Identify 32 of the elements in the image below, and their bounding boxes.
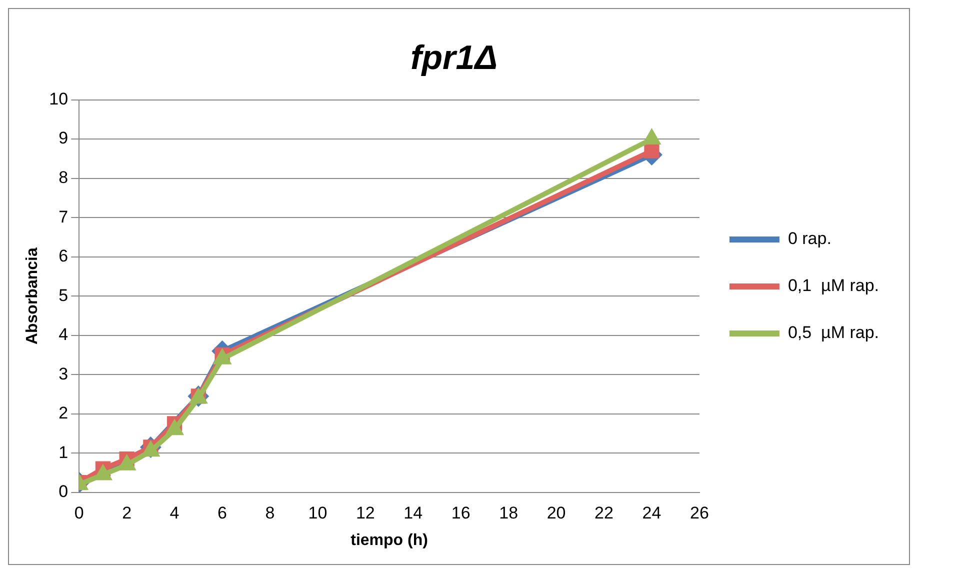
y-tick-label: 8	[58, 168, 68, 188]
x-tick-label: 24	[642, 503, 662, 522]
x-tick-label: 16	[451, 503, 470, 522]
x-tick-label: 12	[356, 503, 375, 522]
y-tick-label: 0	[58, 482, 68, 502]
y-tick-label: 7	[58, 207, 68, 226]
y-tick-label: 1	[58, 442, 68, 462]
y-tick-label: 9	[58, 128, 68, 148]
y-tick-label: 6	[58, 246, 68, 266]
x-tick-label: 26	[690, 503, 709, 522]
y-tick-label: 5	[58, 286, 68, 305]
chart-title: fpr1Δ	[410, 38, 498, 77]
x-tick-label: 10	[308, 503, 328, 522]
point	[644, 143, 660, 158]
legend-label: 0 rap.	[788, 229, 832, 248]
x-tick-label: 14	[404, 503, 423, 522]
x-tick-label: 2	[122, 503, 132, 522]
legend-label: 0,5 µM rap.	[788, 323, 880, 342]
y-axis-title: Absorbancia	[24, 248, 42, 345]
y-tick-label: 2	[58, 404, 68, 423]
x-tick-label: 4	[170, 503, 180, 522]
x-tick-label: 0	[74, 503, 84, 522]
y-tick-label: 3	[58, 364, 68, 384]
y-tick-label: 10	[49, 89, 68, 108]
x-tick-label: 8	[265, 503, 275, 522]
y-tick-label: 4	[58, 325, 68, 344]
x-tick-label: 20	[546, 503, 566, 522]
legend-label: 0,1 µM rap.	[788, 276, 880, 296]
x-axis-title: tiempo (h)	[350, 532, 428, 549]
x-tick-label: 22	[594, 503, 614, 522]
x-tick-label: 18	[499, 503, 518, 522]
x-tick-label: 6	[218, 503, 227, 522]
